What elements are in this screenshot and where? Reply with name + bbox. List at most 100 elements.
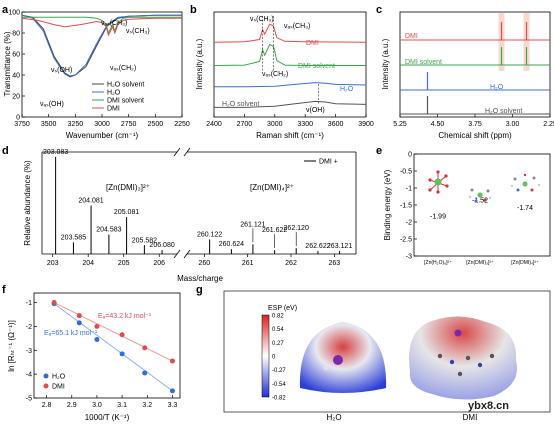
- panel-b-xtick-label: 3900: [358, 121, 374, 128]
- panel-c-xtick-label: 3.75: [468, 121, 482, 128]
- panel-d-peak-label: 205.582: [132, 237, 157, 244]
- panel-d-axes: [41, 147, 357, 259]
- esp-colorbar-tick: 0.27: [272, 341, 284, 347]
- panel-a-legend-h2o: H₂O: [107, 90, 121, 97]
- panel-b-series-line: [213, 23, 367, 43]
- panel-a-xtick-label: 3000: [94, 121, 110, 128]
- panel-e-value-label: -1.99: [430, 214, 446, 221]
- panel-f-fit-line: [53, 302, 173, 362]
- panel-d-peak-label: 261.622: [262, 227, 287, 234]
- panel-letter-c: c: [376, 4, 382, 16]
- panel-d-ylabel: Relative abundance (%): [23, 160, 32, 246]
- panel-b-annot-v-oh: ν(OH): [306, 107, 325, 114]
- panel-d-peak-label: 203.083: [43, 149, 68, 156]
- panel-a-xlabel: Wavenumber (cm⁻¹): [66, 131, 139, 140]
- panel-d-peak-label: 262.622: [305, 243, 330, 250]
- panel-b-raman: b 2400 2700 3000 3300 3600 3900 Intensity (a.…: [190, 4, 374, 140]
- panel-b-frame: [213, 11, 367, 118]
- panel-e-ylabel: Binding energy (eV): [383, 169, 392, 240]
- esp-colorbar-tick: -0.27: [272, 368, 286, 374]
- panel-b-xtick-label: 3300: [297, 121, 313, 128]
- watermark: ybx8.cn: [468, 400, 509, 412]
- panel-e-category-label: [Zn(H₂O)₆]²⁺: [424, 260, 452, 266]
- panel-e-ytick-label: -2: [406, 220, 412, 227]
- panel-b-label-h2o: H₂O: [340, 86, 354, 93]
- panel-f-legend-dmi: DMI: [52, 384, 65, 391]
- panel-b-label-dmi-solvent: DMI solvent: [298, 63, 335, 70]
- panel-b-xtick-label: 2700: [237, 121, 253, 128]
- esp-colorbar-tick: 0: [272, 355, 276, 361]
- panel-e-value-label: -1.52: [472, 198, 488, 205]
- panel-b-annot-vas-ch2: νₐₛ(CH₂): [262, 71, 288, 78]
- panel-f-xlabel: 1000/T (K⁻¹): [85, 413, 130, 422]
- panel-c-label-h2o-solvent: H₂O solvent: [485, 108, 522, 115]
- zn-dmi3-structure: [468, 188, 492, 203]
- panel-d-xtick-label: 260: [198, 260, 210, 267]
- panel-d-peak-label: 260.624: [219, 241, 244, 248]
- panel-a-annot-vs-ch3: νₛ(CH₃): [126, 28, 150, 35]
- panel-f-data-point: [142, 370, 148, 376]
- panel-d-peak-label: 260.122: [197, 231, 222, 238]
- panel-c-ylabel: Intensity (a.u.): [381, 38, 390, 89]
- panel-letter-a: a: [2, 4, 9, 16]
- panel-e-category-label: [Zn(DMI)₄]²⁺: [511, 260, 539, 266]
- panel-e-value-label: -1.74: [517, 205, 533, 212]
- panel-e-ytick-label: -1: [406, 186, 412, 193]
- panel-f-ytick-label: -1: [26, 300, 32, 307]
- panel-a-legend-dmi-solvent: DMI solvent: [107, 98, 144, 105]
- panel-a-series-line: [21, 14, 182, 78]
- panel-d-species-right: [Zn(DMI)₄]²⁺: [250, 183, 294, 192]
- esp-colorbar-tick: 0.82: [272, 314, 284, 320]
- panel-g-label-dmi: DMI: [463, 413, 478, 422]
- panel-g-label-h2o: H₂O: [326, 413, 341, 422]
- panel-b-series-line: [214, 100, 367, 108]
- panel-f-xtick-label: 2.8: [42, 402, 52, 409]
- panel-d-peak-label: 204.583: [96, 227, 121, 234]
- panel-c-xtick-label: 2.25: [543, 121, 554, 128]
- panel-b-xtick-label: 3600: [328, 121, 344, 128]
- panel-e-category-label: [Zn(DMI)₃]²⁺: [466, 260, 494, 266]
- panel-d-peak-label: 263.121: [327, 243, 352, 250]
- panel-a-xtick-label: 3500: [41, 121, 57, 128]
- panel-c-xtick-label: 3.00: [506, 121, 520, 128]
- panel-f-data-point: [76, 320, 82, 326]
- panel-f-legend-h2o: H₂O: [52, 374, 66, 381]
- panel-d-peak-label: 206.080: [149, 242, 174, 249]
- panel-f-ytick-label: -5: [26, 396, 32, 403]
- panel-a-ftir: a 100 80 60 40 20 0 3750 3500 3250 3000 2750 2500 2…: [2, 4, 190, 140]
- panel-a-ytick-label: 60: [12, 52, 20, 59]
- panel-a-series-line: [22, 16, 182, 35]
- panel-f-xtick-label: 2.9: [67, 402, 77, 409]
- panel-b-label-dmi: DMI: [306, 40, 319, 47]
- panel-f-xtick-label: 3.3: [168, 402, 178, 409]
- panel-c-nmr: c 5.254.503.753.002.25 Intensity (a.u.) …: [376, 4, 554, 140]
- panel-e-ytick-label: -2.5: [400, 237, 412, 244]
- panel-b-xtick-label: 3000: [267, 121, 283, 128]
- panel-a-xtick-label: 3250: [68, 121, 84, 128]
- panel-b-ylabel: Intensity (a.u.): [195, 38, 204, 89]
- panel-b-label-h2o-solvent: H₂O solvent: [222, 101, 259, 108]
- h2o-esp-surface: [299, 322, 387, 393]
- panel-c-xtick-label: 5.25: [393, 121, 407, 128]
- panel-a-ytick-label: 80: [12, 31, 20, 38]
- panel-c-xtick-label: 4.50: [431, 121, 445, 128]
- panel-f-data-point: [76, 313, 82, 319]
- panel-f-data-point: [94, 337, 100, 343]
- panel-f-frame: [33, 292, 181, 399]
- panel-d-xtick-label: 262: [285, 260, 297, 267]
- panel-d-legend: DMI +: [319, 159, 338, 166]
- panel-b-annot-vs-ch3: νₛ(CH₃): [250, 16, 274, 23]
- dmi-esp-surface: [409, 316, 518, 400]
- panel-f-data-point: [169, 358, 175, 364]
- panel-c-highlight-band: [523, 13, 530, 71]
- panel-d-peak-label: 205.081: [114, 209, 139, 216]
- panel-f-fit-line: [53, 303, 173, 392]
- panel-f-data-point: [142, 345, 148, 351]
- panel-d-peak-label: 261.121: [240, 221, 265, 228]
- panel-f-data-point: [119, 332, 125, 338]
- panel-d-mass-spec: d 203 204 205 206 260 261 262 263 203.083 203.58…: [2, 145, 357, 283]
- panel-a-legend-dmi: DMI: [107, 106, 120, 113]
- panel-letter-e: e: [376, 145, 382, 157]
- panel-a-series-line: [21, 17, 182, 37]
